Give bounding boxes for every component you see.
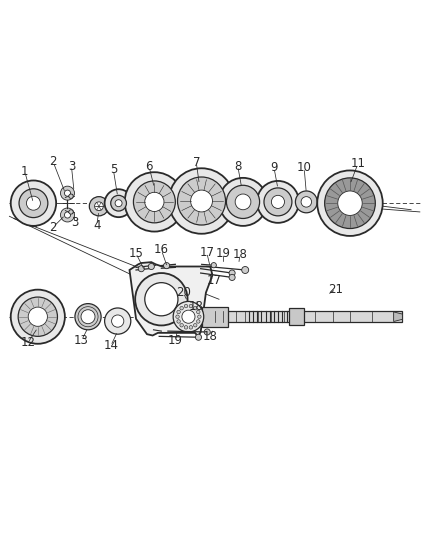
Circle shape <box>19 189 48 217</box>
Circle shape <box>180 306 184 310</box>
Circle shape <box>177 177 226 225</box>
Circle shape <box>176 315 179 318</box>
Circle shape <box>177 310 180 314</box>
Polygon shape <box>394 312 403 321</box>
Circle shape <box>325 178 375 229</box>
FancyBboxPatch shape <box>201 306 228 327</box>
Circle shape <box>184 304 188 308</box>
Circle shape <box>229 270 235 276</box>
Circle shape <box>180 324 184 327</box>
Circle shape <box>148 263 154 270</box>
Text: 13: 13 <box>74 334 89 347</box>
Circle shape <box>81 310 95 324</box>
Circle shape <box>242 266 249 273</box>
Circle shape <box>145 192 164 212</box>
Text: 12: 12 <box>20 336 35 350</box>
Text: 10: 10 <box>297 161 311 174</box>
Circle shape <box>195 334 201 340</box>
Text: 11: 11 <box>350 157 365 171</box>
Circle shape <box>189 326 193 329</box>
Circle shape <box>105 308 131 334</box>
Circle shape <box>272 195 285 208</box>
Text: 5: 5 <box>110 163 117 176</box>
FancyBboxPatch shape <box>201 311 403 322</box>
Circle shape <box>194 324 197 327</box>
Circle shape <box>264 188 292 216</box>
Text: 18: 18 <box>203 330 218 343</box>
Circle shape <box>191 190 212 212</box>
Circle shape <box>211 263 216 268</box>
Circle shape <box>189 304 193 308</box>
Circle shape <box>11 181 56 226</box>
Circle shape <box>198 315 201 318</box>
Circle shape <box>257 181 299 223</box>
Circle shape <box>169 168 234 234</box>
Polygon shape <box>130 262 212 336</box>
Text: 7: 7 <box>193 156 200 169</box>
Circle shape <box>219 178 267 226</box>
Circle shape <box>317 171 383 236</box>
Circle shape <box>89 197 109 216</box>
Circle shape <box>69 210 73 214</box>
Circle shape <box>28 307 47 326</box>
Circle shape <box>184 326 188 329</box>
Text: 21: 21 <box>328 282 343 296</box>
Text: 17: 17 <box>206 274 221 287</box>
Text: 2: 2 <box>49 155 57 168</box>
Text: 3: 3 <box>71 216 78 229</box>
Circle shape <box>60 208 74 222</box>
Circle shape <box>105 189 133 217</box>
Circle shape <box>338 191 362 215</box>
Circle shape <box>134 181 175 223</box>
Circle shape <box>226 185 260 219</box>
Circle shape <box>182 310 195 323</box>
Circle shape <box>64 190 71 196</box>
Text: 20: 20 <box>176 286 191 299</box>
Text: 2: 2 <box>49 221 57 233</box>
Text: 14: 14 <box>103 340 118 352</box>
Circle shape <box>138 265 145 272</box>
Circle shape <box>173 302 204 332</box>
Circle shape <box>229 274 235 280</box>
Circle shape <box>197 310 200 314</box>
Text: 19: 19 <box>168 334 183 347</box>
Circle shape <box>69 194 73 198</box>
Text: 3: 3 <box>68 159 75 173</box>
Circle shape <box>18 297 57 336</box>
Text: 4: 4 <box>93 219 100 231</box>
Text: 9: 9 <box>270 161 278 174</box>
Circle shape <box>295 191 317 213</box>
Circle shape <box>26 196 40 210</box>
Circle shape <box>111 195 127 211</box>
Circle shape <box>60 186 74 200</box>
Text: 18: 18 <box>189 300 204 313</box>
Text: 17: 17 <box>199 246 214 259</box>
Circle shape <box>75 304 101 330</box>
Text: 8: 8 <box>234 159 241 173</box>
Circle shape <box>112 315 124 327</box>
Text: 15: 15 <box>129 247 144 260</box>
Circle shape <box>64 212 71 218</box>
Circle shape <box>145 282 178 316</box>
Text: 19: 19 <box>216 247 231 260</box>
Circle shape <box>194 306 197 310</box>
Circle shape <box>11 289 65 344</box>
Circle shape <box>163 263 170 269</box>
FancyBboxPatch shape <box>289 309 304 325</box>
Text: 6: 6 <box>145 160 153 173</box>
Text: 16: 16 <box>154 244 169 256</box>
Circle shape <box>235 194 251 210</box>
Circle shape <box>125 172 184 231</box>
Circle shape <box>115 200 122 207</box>
Circle shape <box>197 320 200 323</box>
Circle shape <box>135 273 187 326</box>
Circle shape <box>177 320 180 323</box>
Text: 1: 1 <box>21 165 28 178</box>
Text: 18: 18 <box>233 248 247 261</box>
Circle shape <box>301 197 311 207</box>
Circle shape <box>95 202 103 211</box>
Circle shape <box>204 329 210 335</box>
